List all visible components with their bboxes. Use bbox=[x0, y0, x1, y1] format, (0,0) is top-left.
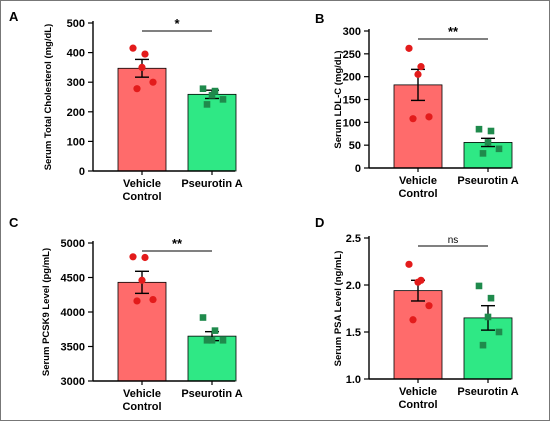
data-point-vehicle bbox=[129, 44, 137, 52]
y-tick-label: 0 bbox=[79, 166, 85, 178]
y-tick-label: 3500 bbox=[61, 342, 85, 354]
data-point-vehicle bbox=[141, 253, 149, 262]
data-point-vehicle bbox=[133, 297, 141, 305]
category-label-vehicle-line1: Vehicle bbox=[123, 178, 161, 190]
y-tick-label: 1.0 bbox=[346, 374, 361, 386]
y-axis-label: Serum Total Cholesterol (mg/dL) bbox=[43, 24, 54, 171]
y-tick-label: 250 bbox=[343, 49, 361, 61]
data-point-vehicle bbox=[409, 316, 417, 324]
data-point-pseurotin bbox=[495, 328, 503, 336]
data-point-pseurotin bbox=[475, 125, 483, 133]
data-point-vehicle bbox=[425, 113, 433, 121]
category-label-pseurotin: Pseurotin A bbox=[181, 178, 242, 190]
y-axis-label: Serum LDL-C (mg/dL) bbox=[333, 50, 344, 148]
data-point-pseurotin bbox=[199, 314, 207, 321]
panel-letter: B bbox=[315, 11, 324, 26]
panel-c: C Serum PCSK9 Level (pg/mL) ** Vehicle C… bbox=[9, 215, 243, 413]
data-point-pseurotin bbox=[487, 127, 495, 135]
bar-vehicle-control bbox=[393, 290, 443, 380]
data-point-pseurotin bbox=[203, 336, 211, 344]
data-point-vehicle bbox=[141, 50, 149, 58]
data-point-pseurotin bbox=[219, 96, 227, 103]
panel-d: D Serum PSA Level (ng/mL) ns Vehicle Con… bbox=[315, 215, 519, 411]
data-point-pseurotin bbox=[208, 336, 216, 344]
panel-letter: A bbox=[9, 9, 19, 24]
data-point-vehicle bbox=[149, 295, 157, 304]
data-point-vehicle bbox=[417, 63, 425, 71]
data-point-pseurotin bbox=[484, 139, 492, 146]
data-point-pseurotin bbox=[203, 101, 211, 108]
data-point-vehicle bbox=[414, 278, 422, 286]
data-point-vehicle bbox=[425, 302, 433, 310]
y-axis-label: Serum PCSK9 Level (pg/mL) bbox=[41, 248, 52, 376]
panel-b: B Serum LDL-C (mg/dL) ** Vehicle Control… bbox=[315, 11, 519, 200]
category-label-vehicle-line1: Vehicle bbox=[399, 175, 437, 187]
category-label-vehicle-line2: Control bbox=[122, 401, 161, 413]
data-point-vehicle bbox=[405, 44, 413, 52]
data-point-vehicle bbox=[149, 78, 157, 86]
significance-label: * bbox=[174, 16, 180, 31]
y-tick-label: 300 bbox=[343, 26, 361, 38]
panel-a: A Serum Total Cholesterol (mg/dL) * Vehi… bbox=[9, 9, 243, 203]
category-label-vehicle-line2: Control bbox=[122, 191, 161, 203]
data-point-vehicle bbox=[138, 63, 146, 71]
y-tick-label: 0 bbox=[355, 163, 361, 175]
y-tick-label: 150 bbox=[343, 95, 361, 107]
bar-pseurotin-a bbox=[187, 93, 237, 172]
y-tick-label: 4500 bbox=[61, 273, 85, 285]
y-tick-label: 3000 bbox=[61, 376, 85, 388]
category-label-pseurotin: Pseurotin A bbox=[457, 175, 518, 187]
data-point-pseurotin bbox=[199, 85, 207, 93]
significance-label: ns bbox=[448, 235, 459, 246]
y-tick-label: 100 bbox=[67, 136, 85, 148]
y-tick-label: 2.5 bbox=[346, 233, 361, 245]
y-tick-label: 1.5 bbox=[346, 327, 361, 339]
category-label-vehicle-line1: Vehicle bbox=[123, 388, 161, 400]
category-label-vehicle-line2: Control bbox=[398, 399, 437, 411]
y-tick-label: 500 bbox=[67, 18, 85, 30]
y-tick-label: 5000 bbox=[61, 238, 85, 250]
significance-label: ** bbox=[448, 24, 459, 39]
y-tick-label: 50 bbox=[349, 140, 361, 152]
bar-vehicle-control bbox=[117, 67, 167, 172]
data-point-pseurotin bbox=[211, 87, 219, 95]
y-tick-label: 200 bbox=[343, 72, 361, 84]
y-tick-label: 300 bbox=[67, 77, 85, 89]
panel-letter: C bbox=[9, 215, 19, 230]
y-tick-label: 400 bbox=[67, 48, 85, 60]
data-point-vehicle bbox=[138, 276, 146, 284]
category-label-pseurotin: Pseurotin A bbox=[457, 386, 518, 398]
y-axis-label: Serum PSA Level (ng/mL) bbox=[333, 251, 344, 367]
panel-letter: D bbox=[315, 215, 324, 230]
y-tick-label: 100 bbox=[343, 117, 361, 129]
data-point-pseurotin bbox=[484, 313, 492, 321]
data-point-pseurotin bbox=[487, 294, 495, 302]
category-label-vehicle-line2: Control bbox=[398, 188, 437, 200]
data-point-vehicle bbox=[409, 115, 417, 123]
data-point-pseurotin bbox=[495, 145, 503, 153]
data-point-pseurotin bbox=[475, 282, 483, 290]
data-point-pseurotin bbox=[208, 91, 216, 99]
data-point-pseurotin bbox=[211, 327, 219, 334]
y-tick-label: 2.0 bbox=[346, 280, 361, 292]
data-point-vehicle bbox=[414, 70, 422, 78]
data-point-pseurotin bbox=[219, 336, 227, 344]
category-label-pseurotin: Pseurotin A bbox=[181, 388, 242, 400]
significance-label: ** bbox=[172, 236, 183, 251]
data-point-vehicle bbox=[129, 253, 137, 261]
category-label-vehicle-line1: Vehicle bbox=[399, 386, 437, 398]
bar-pseurotin-a bbox=[187, 335, 237, 382]
data-point-vehicle bbox=[405, 260, 413, 268]
bar-vehicle-control bbox=[117, 281, 167, 382]
data-point-pseurotin bbox=[479, 150, 487, 157]
data-point-pseurotin bbox=[479, 341, 487, 349]
y-tick-label: 200 bbox=[67, 107, 85, 119]
y-tick-label: 4000 bbox=[61, 307, 85, 319]
data-point-vehicle bbox=[133, 85, 141, 93]
